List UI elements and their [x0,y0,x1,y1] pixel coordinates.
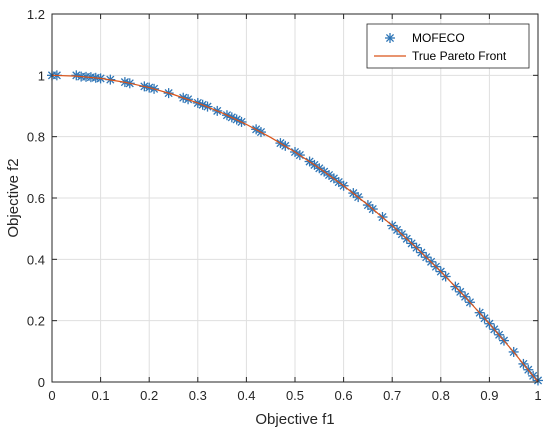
y-tick-label: 0.4 [27,252,45,267]
x-tick-label: 0.8 [432,388,450,403]
x-tick-label: 0.7 [383,388,401,403]
x-tick-label: 0.9 [480,388,498,403]
legend-asterisk-icon [385,33,395,43]
x-tick-label: 0.5 [286,388,304,403]
axis-ticks: 0 0.1 0.2 0.3 0.4 0.5 0.6 0.7 0.8 0.9 1 0 0.2 0.4 0.6 0… [27,7,542,403]
legend-mofeco-marker [385,33,395,43]
x-axis-label: Objective f1 [255,411,334,428]
legend: MOFECO True Pareto Front [366,23,530,69]
y-tick-label: 1.2 [27,7,45,22]
y-tick-label: 0.2 [27,314,45,329]
x-tick-label: 1 [534,388,541,403]
legend-pareto-label: True Pareto Front [412,49,507,63]
y-tick-label: 0.8 [27,130,45,145]
x-tick-label: 0.2 [140,388,158,403]
legend-box [366,23,530,69]
legend-mofeco-label: MOFECO [412,31,465,45]
y-tick-label: 0.6 [27,191,45,206]
x-tick-label: 0.1 [92,388,110,403]
plot-frame [51,13,539,383]
x-tick-label: 0.6 [335,388,353,403]
x-tick-label: 0.3 [189,388,207,403]
grid-lines [52,14,538,382]
y-tick-label: 0 [38,375,45,390]
series-layer [47,70,543,386]
y-tick-label: 1 [38,68,45,83]
true-pareto-front-line [51,74,539,383]
y-axis-label: Objective f2 [5,158,22,237]
x-tick-label: 0 [48,388,55,403]
x-tick-label: 0.4 [237,388,255,403]
